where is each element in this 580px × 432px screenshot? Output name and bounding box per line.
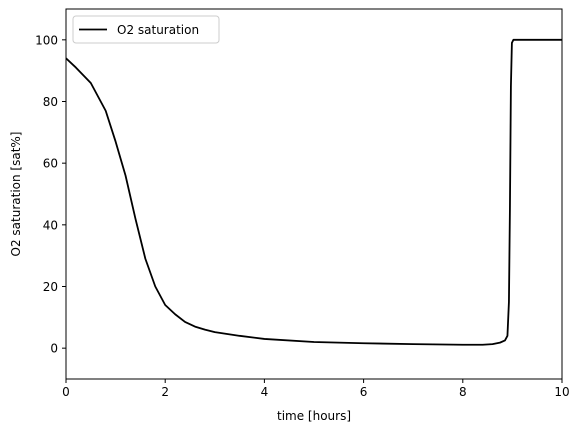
x-tick-label: 8 [459,385,467,399]
x-axis-label: time [hours] [277,409,351,423]
x-tick-label: 10 [554,385,569,399]
y-tick-label: 80 [43,95,58,109]
y-tick-label: 100 [35,33,58,47]
axes-frame [65,8,563,380]
series-line-0 [66,38,562,346]
y-tick-label: 0 [50,342,58,356]
legend-box [72,15,220,44]
legend: O2 saturation [72,15,220,44]
plot-area [66,38,562,346]
y-tick-label: 20 [43,280,58,294]
legend-label-0: O2 saturation [117,23,199,37]
x-tick-label: 0 [62,385,70,399]
x-tick-label: 2 [161,385,169,399]
y-axis-label: O2 saturation [sat%] [9,132,23,257]
x-tick-label: 6 [360,385,368,399]
y-tick-label: 60 [43,157,58,171]
y-tick-label: 40 [43,218,58,232]
x-tick-label: 4 [261,385,269,399]
